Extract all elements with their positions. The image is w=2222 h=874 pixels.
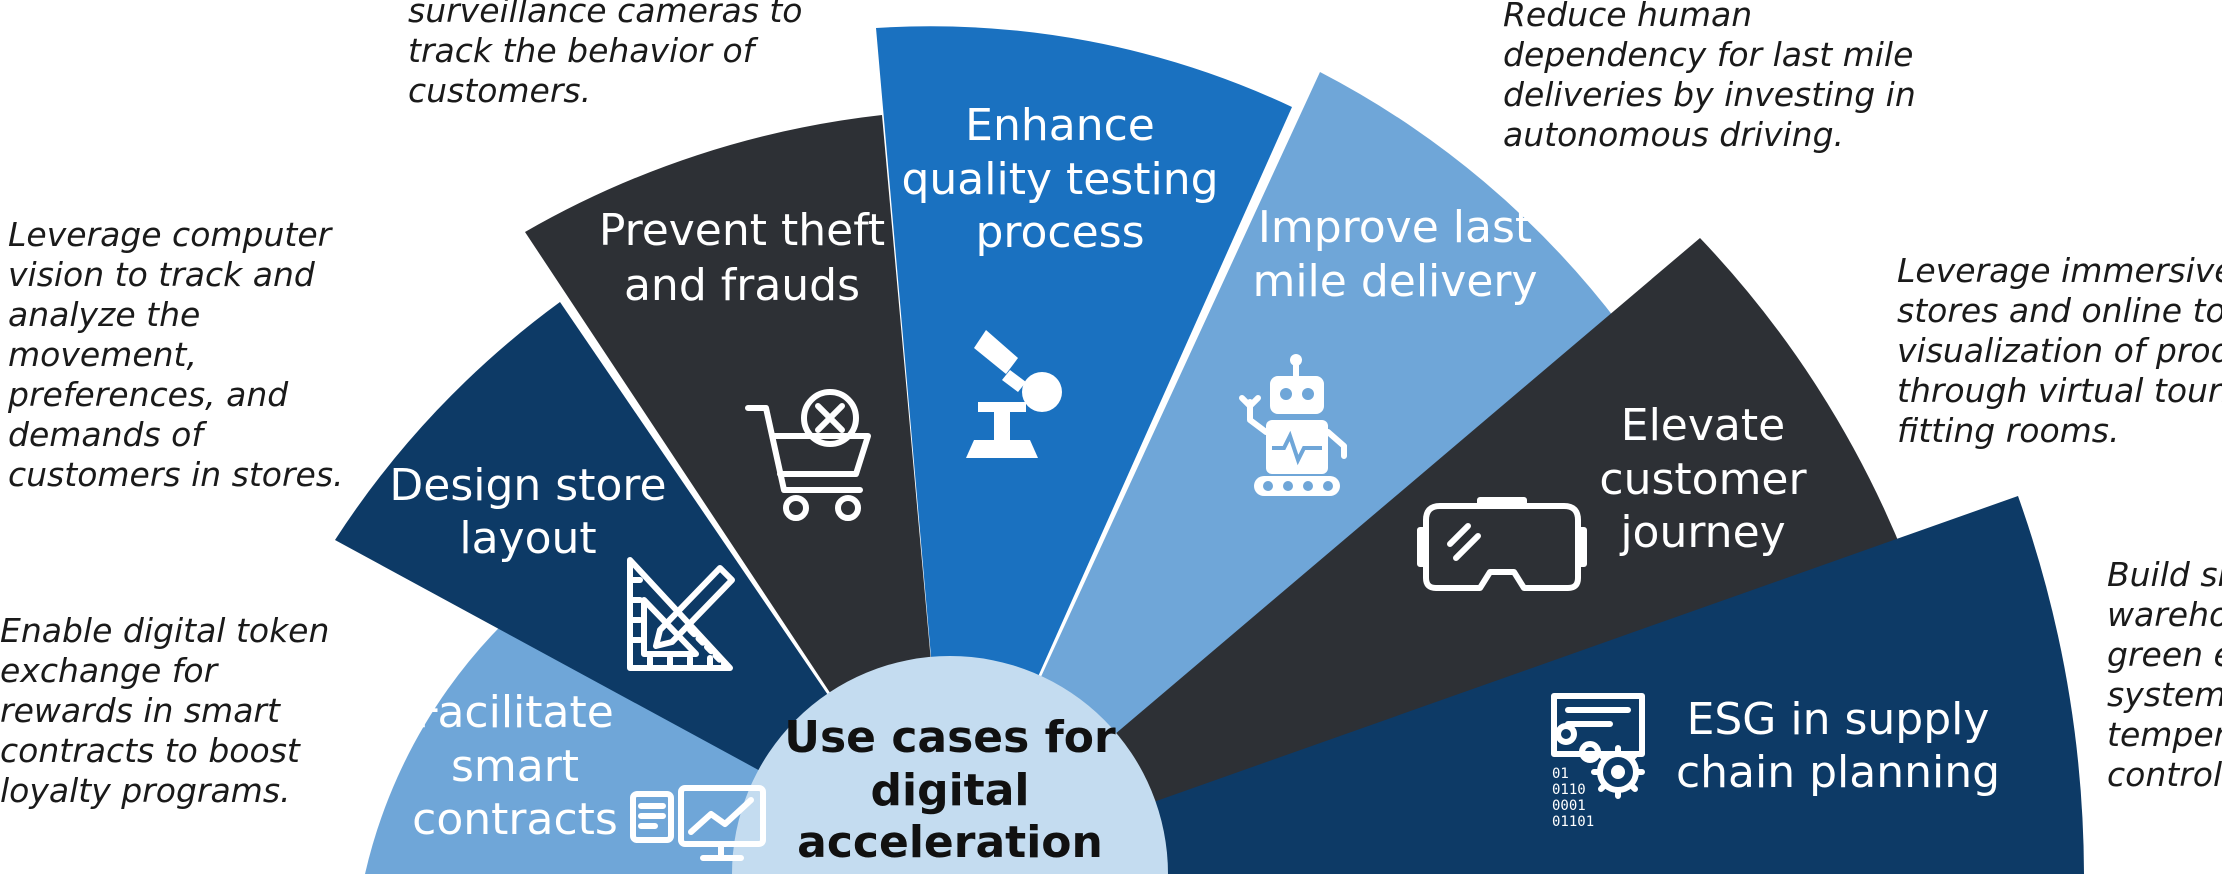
prevent-title-line-2: and frauds xyxy=(624,260,860,311)
center-title-line-3: acceleration xyxy=(797,817,1103,868)
description-esg: Build sm wareho green e systems temper c… xyxy=(2107,555,2222,794)
desc-design-line-2: vision to track and xyxy=(8,255,316,294)
desc-elevate-line-2: stores and online to xyxy=(1897,291,2222,330)
description-prevent: surveillance cameras to track the behavi… xyxy=(408,0,803,110)
desc-esg-line-5: temper xyxy=(2107,715,2222,754)
desc-design-line-6: demands of xyxy=(8,415,207,454)
elevate-title-line-3: journey xyxy=(1619,507,1785,558)
esg-title-line-2: chain planning xyxy=(1676,747,2000,798)
vr-headset-icon xyxy=(1417,497,1587,591)
cart-blocked-icon xyxy=(745,389,871,521)
description-facilitate: Enable digital token exchange for reward… xyxy=(0,611,329,810)
design-title-line-1: Design store xyxy=(389,460,666,511)
binary-line-2: 0110 xyxy=(1552,782,1586,798)
center-title-line-2: digital xyxy=(871,765,1030,816)
desc-elevate-line-1: Leverage immersive xyxy=(1897,251,2222,290)
improve-title-line-1: Improve last xyxy=(1258,202,1532,253)
desc-facilitate-line-5: loyalty programs. xyxy=(0,771,291,810)
segment-titles: Facilitate smart contracts Design store … xyxy=(389,100,2000,845)
description-elevate: Leverage immersive stores and online to … xyxy=(1897,251,2222,450)
desc-design-line-1: Leverage computer xyxy=(8,215,334,254)
desc-prevent-line-1: surveillance cameras to xyxy=(408,0,803,30)
desc-esg-line-3: green e xyxy=(2107,635,2222,674)
desc-elevate-line-3: visualization of produ xyxy=(1897,331,2222,370)
design-title-line-2: layout xyxy=(459,513,596,564)
enhance-title-line-1: Enhance xyxy=(965,100,1155,151)
binary-line-4: 01101 xyxy=(1552,814,1594,830)
facilitate-title-line-2: smart xyxy=(451,741,579,792)
monitor-contract-icon xyxy=(630,785,766,861)
enhance-title-line-2: quality testing xyxy=(901,154,1218,205)
desc-elevate-line-4: through virtual tours xyxy=(1897,371,2222,410)
desc-prevent-line-2: track the behavior of xyxy=(408,31,759,70)
desc-elevate-line-5: fitting rooms. xyxy=(1897,411,2120,450)
description-design: Leverage computer vision to track and an… xyxy=(7,215,344,494)
binary-line-1: 01 xyxy=(1552,766,1569,782)
desc-prevent-line-3: customers. xyxy=(408,71,591,110)
desc-design-line-3: analyze the xyxy=(8,295,200,334)
description-improve: Reduce human dependency for last mile de… xyxy=(1503,0,1916,154)
facilitate-title-line-1: Facilitate xyxy=(416,687,614,738)
binary-line-3: 0001 xyxy=(1552,798,1586,814)
desc-facilitate-line-4: contracts to boost xyxy=(0,731,301,770)
desc-design-line-7: customers in stores. xyxy=(8,455,344,494)
elevate-title-line-1: Elevate xyxy=(1621,400,1785,451)
enhance-title-line-3: process xyxy=(975,207,1144,258)
desc-esg-line-1: Build sm xyxy=(2107,555,2222,594)
desc-design-line-5: preferences, and xyxy=(7,375,289,414)
desc-facilitate-line-2: exchange for xyxy=(0,651,220,690)
improve-title-line-2: mile delivery xyxy=(1252,256,1537,307)
microscope-icon xyxy=(966,330,1062,458)
desc-esg-line-2: wareho xyxy=(2107,595,2222,634)
data-gears-icon: 01 0110 0001 01101 xyxy=(1551,693,1645,830)
desc-improve-line-4: autonomous driving. xyxy=(1503,115,1844,154)
desc-esg-line-6: control xyxy=(2107,755,2222,794)
desc-esg-line-4: systems xyxy=(2107,675,2222,714)
robot-icon xyxy=(1239,354,1347,496)
center-title-line-1: Use cases for xyxy=(784,712,1116,763)
desc-facilitate-line-3: rewards in smart xyxy=(0,691,281,730)
desc-improve-line-2: dependency for last mile xyxy=(1503,35,1913,74)
esg-title-line-1: ESG in supply xyxy=(1687,694,1990,745)
facilitate-title-line-3: contracts xyxy=(412,794,618,845)
segment-esg-in-supply-chain-planning-wedge xyxy=(950,496,2084,874)
prevent-title-line-1: Prevent theft xyxy=(599,205,885,256)
desc-design-line-4: movement, xyxy=(8,335,197,374)
desc-improve-line-3: deliveries by investing in xyxy=(1503,75,1916,114)
center-title: Use cases for digital acceleration xyxy=(784,712,1116,868)
center-circle xyxy=(732,656,1168,874)
desc-facilitate-line-1: Enable digital token xyxy=(0,611,329,650)
desc-improve-line-1: Reduce human xyxy=(1503,0,1752,34)
elevate-title-line-2: customer xyxy=(1599,454,1807,505)
ruler-pencil-icon xyxy=(627,557,735,671)
